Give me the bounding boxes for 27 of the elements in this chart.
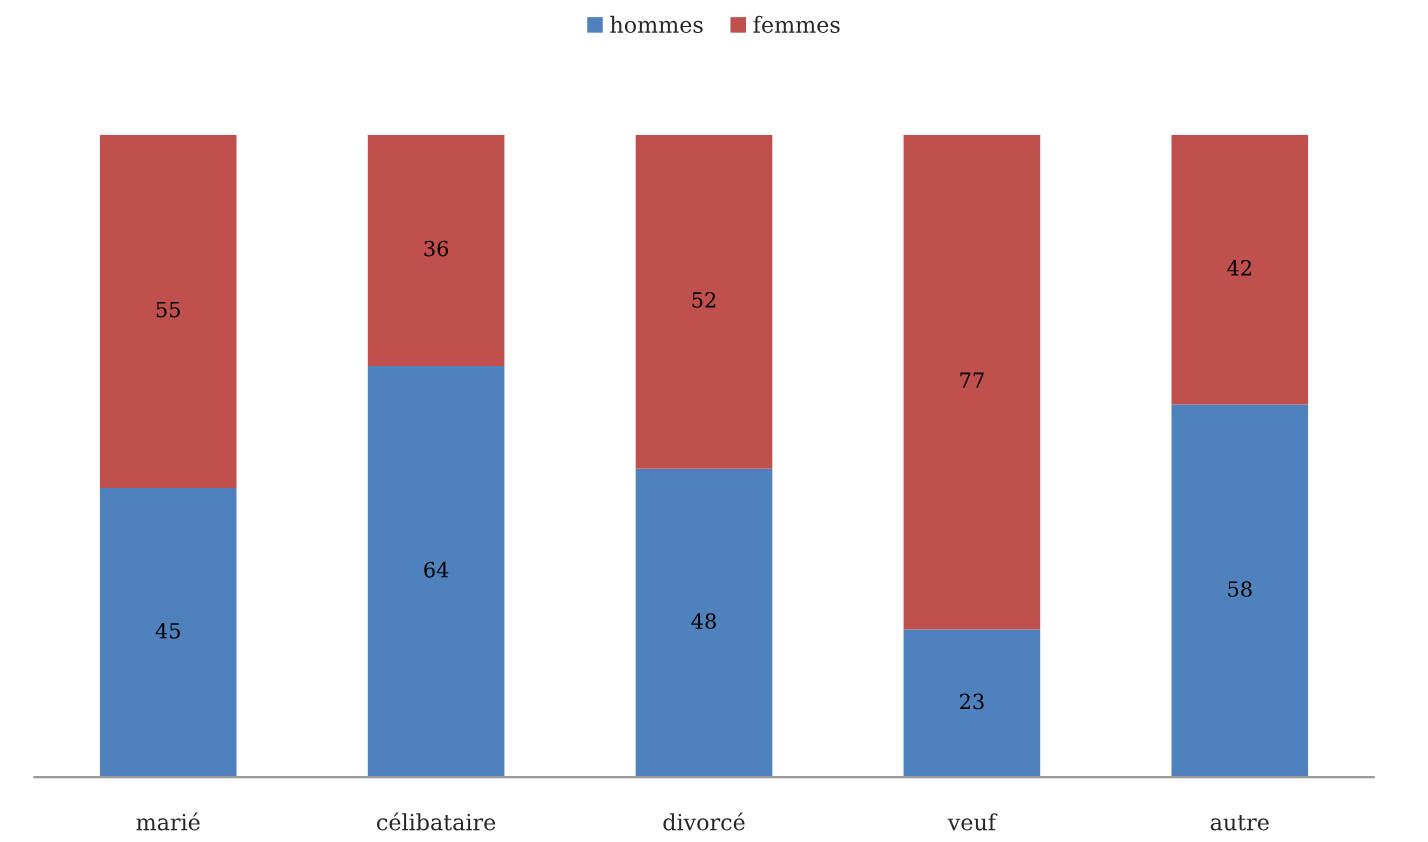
data-label: 23 [960, 693, 984, 710]
x-tick-label: autre [1210, 815, 1269, 831]
bar [635, 134, 773, 469]
bar [99, 134, 237, 489]
data-label: 42 [1227, 259, 1251, 276]
x-tick-label: marié [136, 812, 200, 831]
x-tick-label: veuf [947, 813, 998, 831]
bar [903, 134, 1041, 630]
bar [635, 468, 773, 778]
data-label: 58 [1228, 581, 1252, 597]
data-label: 77 [960, 372, 984, 388]
data-label: 36 [424, 240, 449, 257]
data-label: 64 [424, 561, 449, 578]
bar [367, 366, 505, 778]
legend-label: hommes [610, 15, 703, 33]
x-tick-label: célibataire [377, 812, 496, 831]
bar [99, 488, 237, 778]
data-label: 48 [691, 613, 716, 630]
bar [367, 134, 505, 366]
bar [1171, 134, 1309, 405]
x-tick-label: divorcé [663, 812, 745, 831]
bar [903, 629, 1041, 778]
bar [1171, 404, 1309, 778]
legend-label: femmes [753, 15, 840, 33]
data-label: 55 [156, 301, 180, 318]
data-label: 45 [155, 622, 180, 639]
data-label: 52 [692, 292, 716, 308]
